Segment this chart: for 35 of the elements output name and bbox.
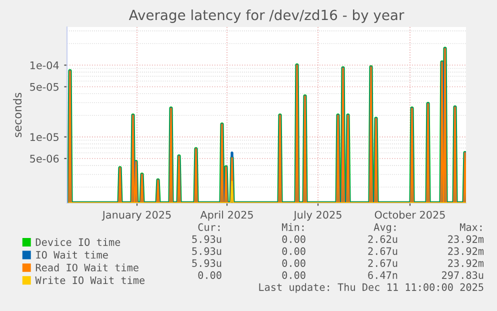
legend-label: Write IO Wait time: [35, 276, 145, 284]
y-axis-title: seconds: [13, 92, 22, 138]
text: 5.93u: [192, 259, 222, 267]
y-tick-label: 5e-05: [30, 82, 58, 91]
text: 2.62u: [368, 235, 398, 243]
text: 5.93u: [192, 235, 222, 243]
x-tick-label: October 2025: [374, 210, 445, 219]
text: 0.00: [282, 235, 306, 243]
text: 0.00: [282, 259, 306, 267]
x-tick-label: April 2025: [200, 210, 253, 221]
text: 6.47n: [368, 271, 398, 279]
text: 23.92m: [448, 235, 484, 243]
text: 5.93u: [192, 247, 222, 255]
text: 0.00: [198, 271, 222, 279]
text: 23.92m: [448, 247, 484, 255]
legend-label: Read IO Wait time: [36, 264, 138, 272]
text: Last update: Thu Dec 11 11:00:00 2025: [259, 283, 484, 293]
text: 0.00: [282, 247, 306, 255]
chart-title: Average latency for /dev/zd16 - by year: [128, 10, 404, 23]
text: 297.83u: [442, 271, 484, 279]
text: Min:: [282, 223, 304, 231]
x-tick-label: July 2025: [293, 210, 342, 221]
y-tick-label: 5e-06: [30, 154, 59, 163]
y-tick-label: 1e-04: [30, 61, 59, 70]
text: Max:: [460, 223, 482, 231]
text: Avg:: [374, 223, 396, 233]
text: 0.00: [282, 271, 306, 279]
y-tick-label: 1e-05: [30, 133, 58, 142]
x-tick-label: January 2025: [102, 210, 171, 221]
legend-label: IO Wait time: [36, 250, 108, 259]
text: Cur:: [198, 223, 220, 231]
text: 2.67u: [368, 247, 398, 255]
text: 23.92m: [448, 259, 484, 267]
legend-label: Device IO time: [36, 238, 120, 246]
text: 2.67u: [368, 259, 398, 267]
